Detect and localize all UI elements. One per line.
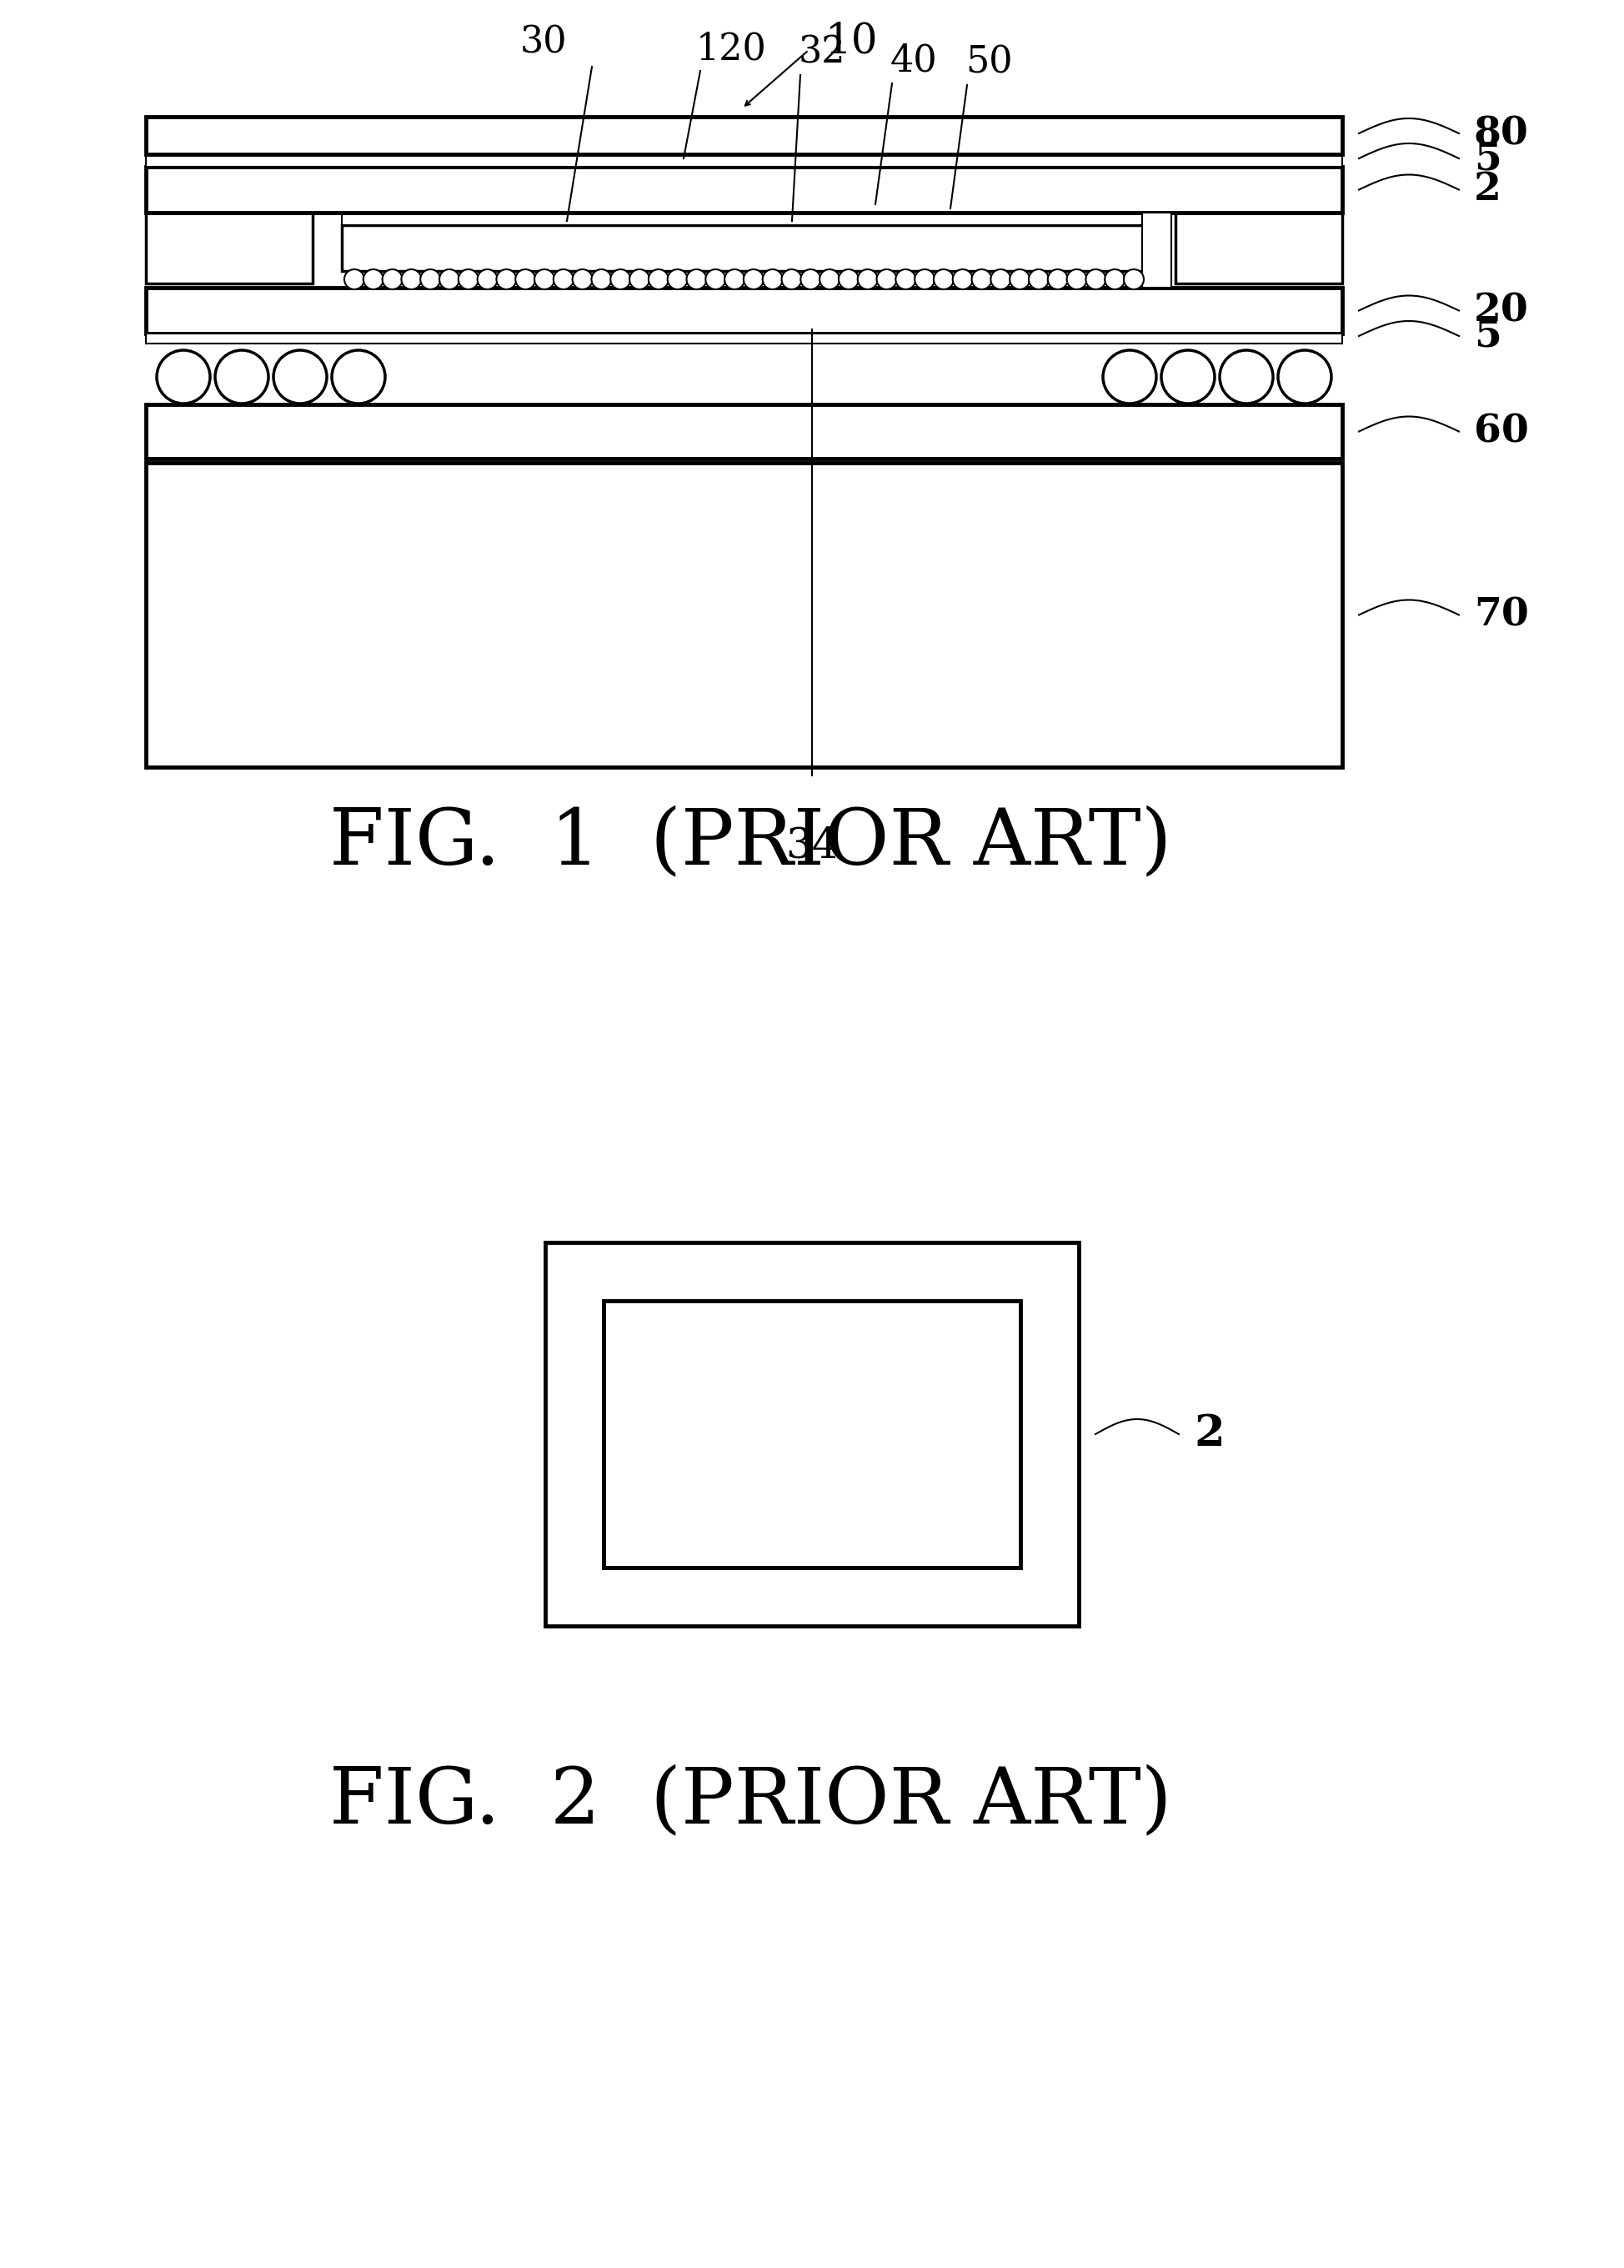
Circle shape xyxy=(724,270,744,290)
Text: 80: 80 xyxy=(1473,113,1528,152)
Circle shape xyxy=(497,270,516,290)
Circle shape xyxy=(156,349,209,404)
Text: 50: 50 xyxy=(965,45,1012,82)
Text: FIG.  1  (PRIOR ART): FIG. 1 (PRIOR ART) xyxy=(330,805,1171,880)
Circle shape xyxy=(1161,349,1215,404)
Circle shape xyxy=(1103,349,1156,404)
Circle shape xyxy=(438,270,460,290)
Circle shape xyxy=(895,270,916,290)
Circle shape xyxy=(952,270,973,290)
Circle shape xyxy=(801,270,820,290)
Bar xyxy=(1142,213,1171,288)
Circle shape xyxy=(705,270,726,290)
Circle shape xyxy=(591,270,611,290)
Circle shape xyxy=(382,270,403,290)
Circle shape xyxy=(421,270,440,290)
Circle shape xyxy=(857,270,877,290)
Circle shape xyxy=(628,270,650,290)
Text: 120: 120 xyxy=(695,32,767,66)
Bar xyxy=(341,225,1145,270)
Circle shape xyxy=(401,270,421,290)
Bar xyxy=(146,116,1341,154)
Circle shape xyxy=(877,270,896,290)
Bar xyxy=(146,288,1341,333)
Circle shape xyxy=(667,270,687,290)
Text: 30: 30 xyxy=(520,25,567,59)
Circle shape xyxy=(762,270,783,290)
Circle shape xyxy=(991,270,1010,290)
Circle shape xyxy=(1067,270,1086,290)
Text: 70: 70 xyxy=(1473,596,1528,635)
Circle shape xyxy=(744,270,763,290)
Circle shape xyxy=(1278,349,1330,404)
Circle shape xyxy=(914,270,934,290)
Text: 40: 40 xyxy=(890,43,937,79)
Circle shape xyxy=(364,270,383,290)
Circle shape xyxy=(554,270,573,290)
Circle shape xyxy=(818,270,840,290)
Text: 5: 5 xyxy=(1473,318,1501,356)
Circle shape xyxy=(331,349,385,404)
Circle shape xyxy=(344,270,364,290)
Circle shape xyxy=(838,270,857,290)
Circle shape xyxy=(934,270,953,290)
Circle shape xyxy=(515,270,536,290)
Circle shape xyxy=(1220,349,1272,404)
Text: 5: 5 xyxy=(1473,138,1501,177)
Bar xyxy=(546,1243,1078,1626)
Circle shape xyxy=(1085,270,1106,290)
Circle shape xyxy=(458,270,477,290)
Text: 34: 34 xyxy=(784,826,838,866)
Text: FIG.  2  (PRIOR ART): FIG. 2 (PRIOR ART) xyxy=(330,1765,1171,1839)
Bar xyxy=(146,333,1341,342)
Bar xyxy=(341,213,1145,225)
Circle shape xyxy=(273,349,326,404)
Circle shape xyxy=(611,270,630,290)
Circle shape xyxy=(1104,270,1124,290)
Bar xyxy=(146,404,1341,458)
Circle shape xyxy=(534,270,554,290)
Text: 2: 2 xyxy=(1194,1413,1224,1456)
Circle shape xyxy=(1047,270,1067,290)
Bar xyxy=(146,213,312,284)
Bar xyxy=(603,1302,1020,1567)
Circle shape xyxy=(781,270,801,290)
Circle shape xyxy=(214,349,268,404)
Circle shape xyxy=(687,270,706,290)
Circle shape xyxy=(1124,270,1143,290)
Text: 32: 32 xyxy=(799,34,846,70)
Circle shape xyxy=(971,270,991,290)
Circle shape xyxy=(572,270,593,290)
Bar xyxy=(146,154,1341,168)
Text: 60: 60 xyxy=(1473,413,1528,451)
Text: 2: 2 xyxy=(1473,170,1501,209)
Circle shape xyxy=(1009,270,1030,290)
Circle shape xyxy=(648,270,667,290)
Bar xyxy=(146,463,1341,767)
Bar xyxy=(1174,213,1341,284)
Circle shape xyxy=(477,270,497,290)
Bar xyxy=(146,168,1341,213)
Text: 20: 20 xyxy=(1473,290,1528,329)
Text: 10: 10 xyxy=(825,20,879,61)
Circle shape xyxy=(1028,270,1047,290)
